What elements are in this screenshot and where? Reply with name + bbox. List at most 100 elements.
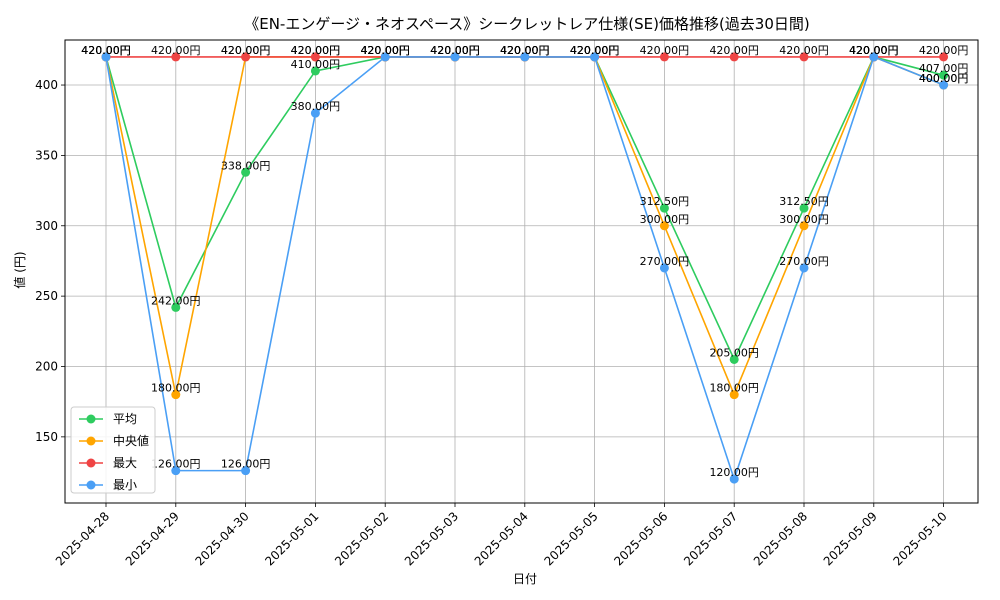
data-label: 420.00円	[500, 44, 550, 57]
legend-swatch-marker	[86, 480, 96, 490]
data-label: 420.00円	[849, 44, 899, 57]
data-point	[171, 302, 181, 312]
legend-label: 最大	[113, 456, 137, 470]
x-tick-label: 2025-04-28	[53, 509, 112, 568]
data-label: 126.00円	[151, 458, 201, 471]
x-tick-label: 2025-04-30	[193, 509, 252, 568]
data-point	[590, 52, 600, 62]
y-tick-label: 300	[35, 219, 58, 233]
data-label: 420.00円	[221, 44, 271, 57]
data-label: 312.50円	[779, 195, 829, 208]
data-label: 400.00円	[919, 72, 969, 85]
data-point	[380, 52, 390, 62]
data-label: 420.00円	[849, 44, 899, 57]
data-point	[729, 390, 739, 400]
data-label: 420.00円	[360, 44, 410, 57]
x-tick-label: 2025-05-03	[402, 509, 461, 568]
data-label: 180.00円	[151, 382, 201, 395]
grid	[65, 40, 978, 503]
data-point	[659, 52, 669, 62]
data-label: 420.00円	[81, 44, 131, 57]
data-label: 420.00円	[500, 44, 550, 57]
data-label: 420.00円	[640, 44, 690, 57]
data-point	[171, 466, 181, 476]
y-tick-label: 400	[35, 78, 58, 92]
x-axis-title: 日付	[513, 572, 537, 586]
legend-label: 中央値	[113, 433, 149, 448]
legend-label: 平均	[113, 412, 137, 426]
data-label: 205.00円	[709, 346, 759, 359]
data-label: 312.50円	[640, 195, 690, 208]
data-point	[450, 52, 460, 62]
data-label: 420.00円	[919, 44, 969, 57]
data-label: 120.00円	[709, 466, 759, 479]
data-point	[310, 108, 320, 118]
data-label: 420.00円	[291, 44, 341, 57]
plot-area	[64, 39, 979, 504]
data-point	[310, 52, 320, 62]
data-label: 410.00円	[291, 58, 341, 71]
data-label: 420.00円	[151, 44, 201, 57]
data-label: 407.00円	[919, 62, 969, 75]
data-point	[939, 52, 949, 62]
data-label: 420.00円	[221, 44, 271, 57]
data-label: 420.00円	[430, 44, 480, 57]
data-label: 420.00円	[81, 44, 131, 57]
data-label: 420.00円	[360, 44, 410, 57]
data-label: 420.00円	[500, 44, 550, 57]
data-point	[171, 52, 181, 62]
data-label: 300.00円	[779, 213, 829, 226]
data-label: 420.00円	[81, 44, 131, 57]
data-point	[520, 52, 530, 62]
data-label: 420.00円	[570, 44, 620, 57]
data-label: 420.00円	[360, 44, 410, 57]
legend-swatch-marker	[86, 458, 96, 468]
x-tick-label: 2025-05-02	[332, 509, 391, 568]
data-label: 420.00円	[430, 44, 480, 57]
data-label: 270.00円	[640, 255, 690, 268]
data-label: 420.00円	[779, 44, 829, 57]
data-point	[241, 167, 251, 177]
data-point	[310, 66, 320, 76]
x-tick-label: 2025-05-09	[821, 509, 880, 568]
legend-box	[70, 406, 156, 494]
data-label: 420.00円	[291, 44, 341, 57]
data-label: 420.00円	[360, 44, 410, 57]
y-tick-label: 250	[35, 289, 58, 303]
data-label: 126.00円	[221, 458, 271, 471]
data-label: 420.00円	[849, 44, 899, 57]
data-point	[939, 70, 949, 80]
y-axis-ticks: 150 200 250 300 350 400	[35, 78, 65, 444]
legend-swatch-marker	[86, 414, 96, 424]
data-label: 420.00円	[849, 44, 899, 57]
data-point	[659, 221, 669, 231]
x-tick-label: 2025-05-10	[891, 509, 950, 568]
y-tick-label: 350	[35, 148, 58, 162]
data-point	[659, 263, 669, 273]
data-point	[729, 52, 739, 62]
data-label: 420.00円	[500, 44, 550, 57]
data-label: 420.00円	[430, 44, 480, 57]
x-axis-ticks: 2025-04-28 2025-04-29 2025-04-30 2025-05-01…	[53, 503, 950, 568]
data-label: 420.00円	[570, 44, 620, 57]
data-label: 242.00円	[151, 294, 201, 307]
x-tick-label: 2025-05-06	[611, 509, 670, 568]
data-point	[101, 52, 111, 62]
data-label: 420.00円	[570, 44, 620, 57]
data-point	[799, 221, 809, 231]
data-point	[869, 52, 879, 62]
data-point	[171, 390, 181, 400]
legend-label: 最小	[113, 478, 137, 492]
x-tick-label: 2025-05-04	[472, 509, 531, 568]
x-tick-label: 2025-04-29	[123, 509, 182, 568]
data-label: 420.00円	[81, 44, 131, 57]
data-point	[799, 263, 809, 273]
data-point	[241, 52, 251, 62]
series-最小	[101, 52, 949, 484]
data-label: 420.00円	[709, 44, 759, 57]
data-point	[241, 466, 251, 476]
x-tick-label: 2025-05-01	[262, 509, 321, 568]
data-point	[729, 474, 739, 484]
